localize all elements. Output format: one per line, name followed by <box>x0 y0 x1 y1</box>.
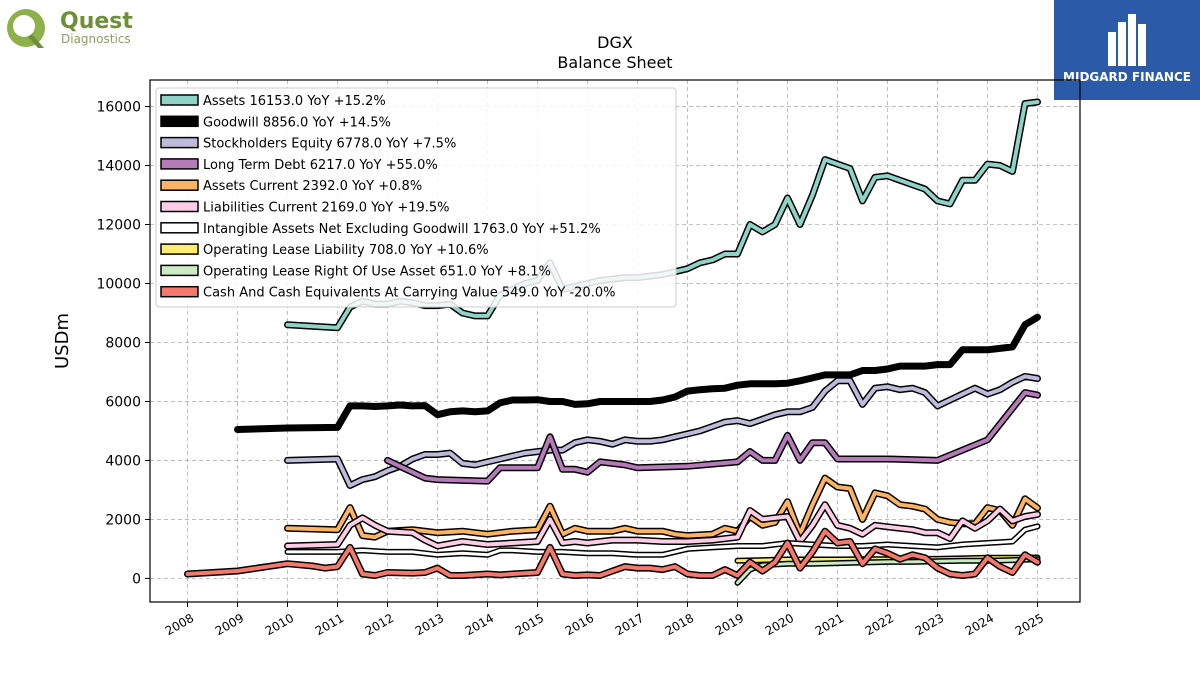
legend: Assets 16153.0 YoY +15.2% Goodwill 8856.0… <box>155 87 677 308</box>
legend-label: Liabilities Current 2169.0 YoY +19.5% <box>203 201 450 216</box>
legend-swatch <box>160 179 199 191</box>
x-tick-label: 2020 <box>763 611 796 638</box>
x-tick-label: 2013 <box>413 611 446 638</box>
x-tick-label: 2011 <box>313 611 346 638</box>
x-tick-label: 2022 <box>863 611 896 638</box>
legend-label: Long Term Debt 6217.0 YoY +55.0% <box>203 158 438 173</box>
legend-label: Operating Lease Right Of Use Asset 651.0… <box>203 264 551 279</box>
y-tick-label: 8000 <box>105 335 141 351</box>
series-long-term-debt <box>384 389 1041 485</box>
midgard-logo-text: MIDGARD FINANCE <box>1063 70 1191 84</box>
legend-label: Assets Current 2392.0 YoY +0.8% <box>203 179 422 194</box>
x-tick-label: 2023 <box>913 611 946 638</box>
series-intangible-assets-net-excluding-goodwill <box>284 523 1041 558</box>
plot-frame <box>149 79 1081 603</box>
legend-swatch <box>160 285 199 298</box>
x-tick-label: 2009 <box>213 611 246 638</box>
legend-swatch <box>160 94 199 106</box>
series-line <box>285 502 1040 548</box>
series-line <box>185 529 1040 578</box>
x-tick-label: 2015 <box>513 611 546 638</box>
legend-item: Intangible Assets Net Excluding Goodwill… <box>160 222 601 237</box>
x-tick-label: 2012 <box>363 611 396 638</box>
legend-label: Intangible Assets Net Excluding Goodwill… <box>203 222 601 237</box>
legend-item: Assets Current 2392.0 YoY +0.8% <box>160 179 422 194</box>
x-tick-label: 2017 <box>613 611 646 638</box>
legend-swatch <box>160 222 199 234</box>
x-tick-label: 2014 <box>463 611 496 638</box>
legend-swatch <box>160 158 199 170</box>
series-line <box>385 390 1040 484</box>
legend-swatch <box>160 115 199 128</box>
y-axis-label: USDm <box>52 313 73 369</box>
y-tick-label: 0 <box>132 571 141 587</box>
series-stockholders-equity <box>284 372 1041 489</box>
legend-item: Operating Lease Right Of Use Asset 651.0… <box>160 264 551 279</box>
y-tick-label: 4000 <box>105 453 141 469</box>
y-tick-label: 10000 <box>96 276 141 292</box>
midgard-finance-logo: MIDGARD FINANCE <box>1054 0 1200 100</box>
legend-box <box>155 87 677 308</box>
legend-item: Assets 16153.0 YoY +15.2% <box>160 94 386 109</box>
x-tick-label: 2010 <box>263 611 296 638</box>
legend-item: Goodwill 8856.0 YoY +14.5% <box>160 115 391 130</box>
legend-item: Stockholders Equity 6778.0 YoY +7.5% <box>160 136 456 152</box>
x-tick-label: 2018 <box>663 611 696 638</box>
legend-swatch <box>160 136 199 149</box>
quest-logo-name: Quest <box>60 9 133 34</box>
series-assets-current <box>284 474 1041 541</box>
series-line <box>286 524 1039 557</box>
y-tick-label: 12000 <box>96 218 141 234</box>
x-tick-label: 2024 <box>963 611 996 638</box>
legend-swatch <box>160 243 199 255</box>
legend-item: Operating Lease Liability 708.0 YoY +10.… <box>160 243 489 258</box>
series-goodwill <box>234 313 1041 433</box>
legend-item: Long Term Debt 6217.0 YoY +55.0% <box>160 158 438 173</box>
legend-label: Operating Lease Liability 708.0 YoY +10.… <box>203 243 489 258</box>
legend-swatch <box>160 200 199 213</box>
quest-logo-subtitle: Diagnostics <box>61 32 131 46</box>
midgard-logo-icon <box>1108 14 1146 66</box>
x-tick-label: 2025 <box>1013 611 1046 638</box>
y-tick-label: 6000 <box>105 394 141 410</box>
series-liabilities-current <box>284 501 1041 550</box>
series-line <box>234 313 1041 433</box>
legend-label: Cash And Cash Equivalents At Carrying Va… <box>203 286 615 301</box>
series-cash-and-cash-equivalents-at-carrying-value <box>184 527 1041 579</box>
y-tick-label: 2000 <box>105 512 141 528</box>
legend-swatch <box>160 264 199 277</box>
x-tick-label: 2019 <box>713 611 746 638</box>
quest-diagnostics-logo: Quest Diagnostics <box>4 4 164 52</box>
y-tick-label: 14000 <box>96 159 141 175</box>
legend-label: Stockholders Equity 6778.0 YoY +7.5% <box>203 137 456 152</box>
x-tick-label: 2016 <box>563 611 596 638</box>
y-tick-label: 16000 <box>96 100 141 116</box>
legend-item: Cash And Cash Equivalents At Carrying Va… <box>160 285 615 301</box>
x-tick-label: 2021 <box>813 611 846 638</box>
legend-label: Assets 16153.0 YoY +15.2% <box>203 94 386 109</box>
chart-subtitle: Balance Sheet <box>557 53 672 72</box>
x-tick-label: 2008 <box>163 611 196 638</box>
series-line <box>285 374 1040 488</box>
legend-item: Liabilities Current 2169.0 YoY +19.5% <box>160 200 450 216</box>
legend-label: Goodwill 8856.0 YoY +14.5% <box>203 115 391 130</box>
chart-title: DGX <box>597 33 633 52</box>
